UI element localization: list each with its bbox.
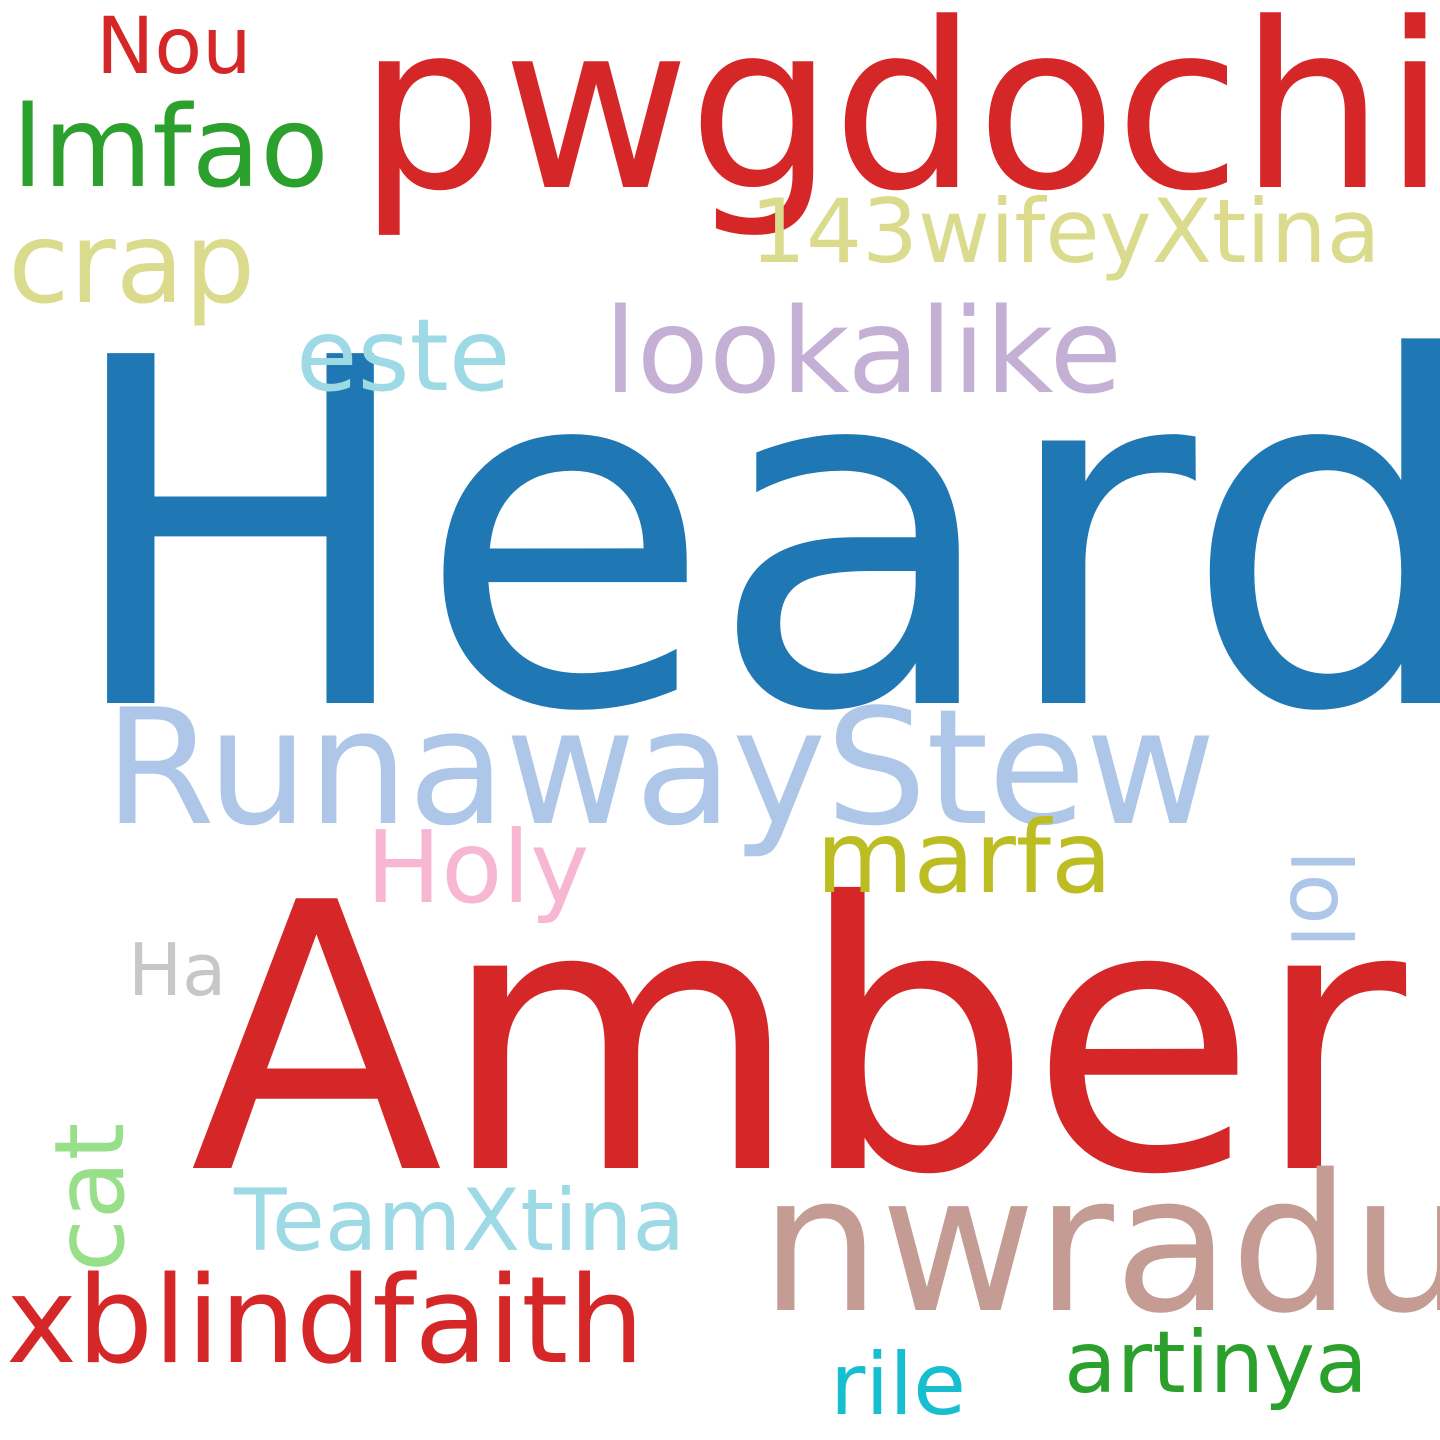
word-xblindfaith: xblindfaith — [6, 1252, 645, 1391]
word-runawaystew: RunawayStew — [104, 674, 1216, 861]
word-nou: Nou — [96, 2, 252, 92]
word-amber: Amber — [190, 826, 1406, 1256]
word-rile: rile — [830, 1335, 967, 1435]
word-lookalike: lookalike — [604, 282, 1123, 420]
word-lol: lol — [1271, 850, 1369, 949]
word-este: este — [296, 297, 511, 414]
word-crap: crap — [8, 199, 256, 329]
word-cat: cat — [34, 1122, 146, 1272]
word-pwgdochi: pwgdochi — [358, 0, 1440, 242]
word-ha: Ha — [128, 928, 227, 1012]
word-teamxtina: TeamXtina — [234, 1171, 686, 1271]
word-artinya: artinya — [1064, 1313, 1368, 1413]
word-143wifeyxtina: 143wifeyXtina — [750, 180, 1381, 283]
word-marfa: marfa — [816, 799, 1113, 916]
word-holy: Holy — [366, 809, 590, 926]
word-heard: Heard — [60, 258, 1440, 817]
word-lmfao: lmfao — [12, 83, 329, 213]
word-nwradu: nwradu — [760, 1134, 1440, 1355]
